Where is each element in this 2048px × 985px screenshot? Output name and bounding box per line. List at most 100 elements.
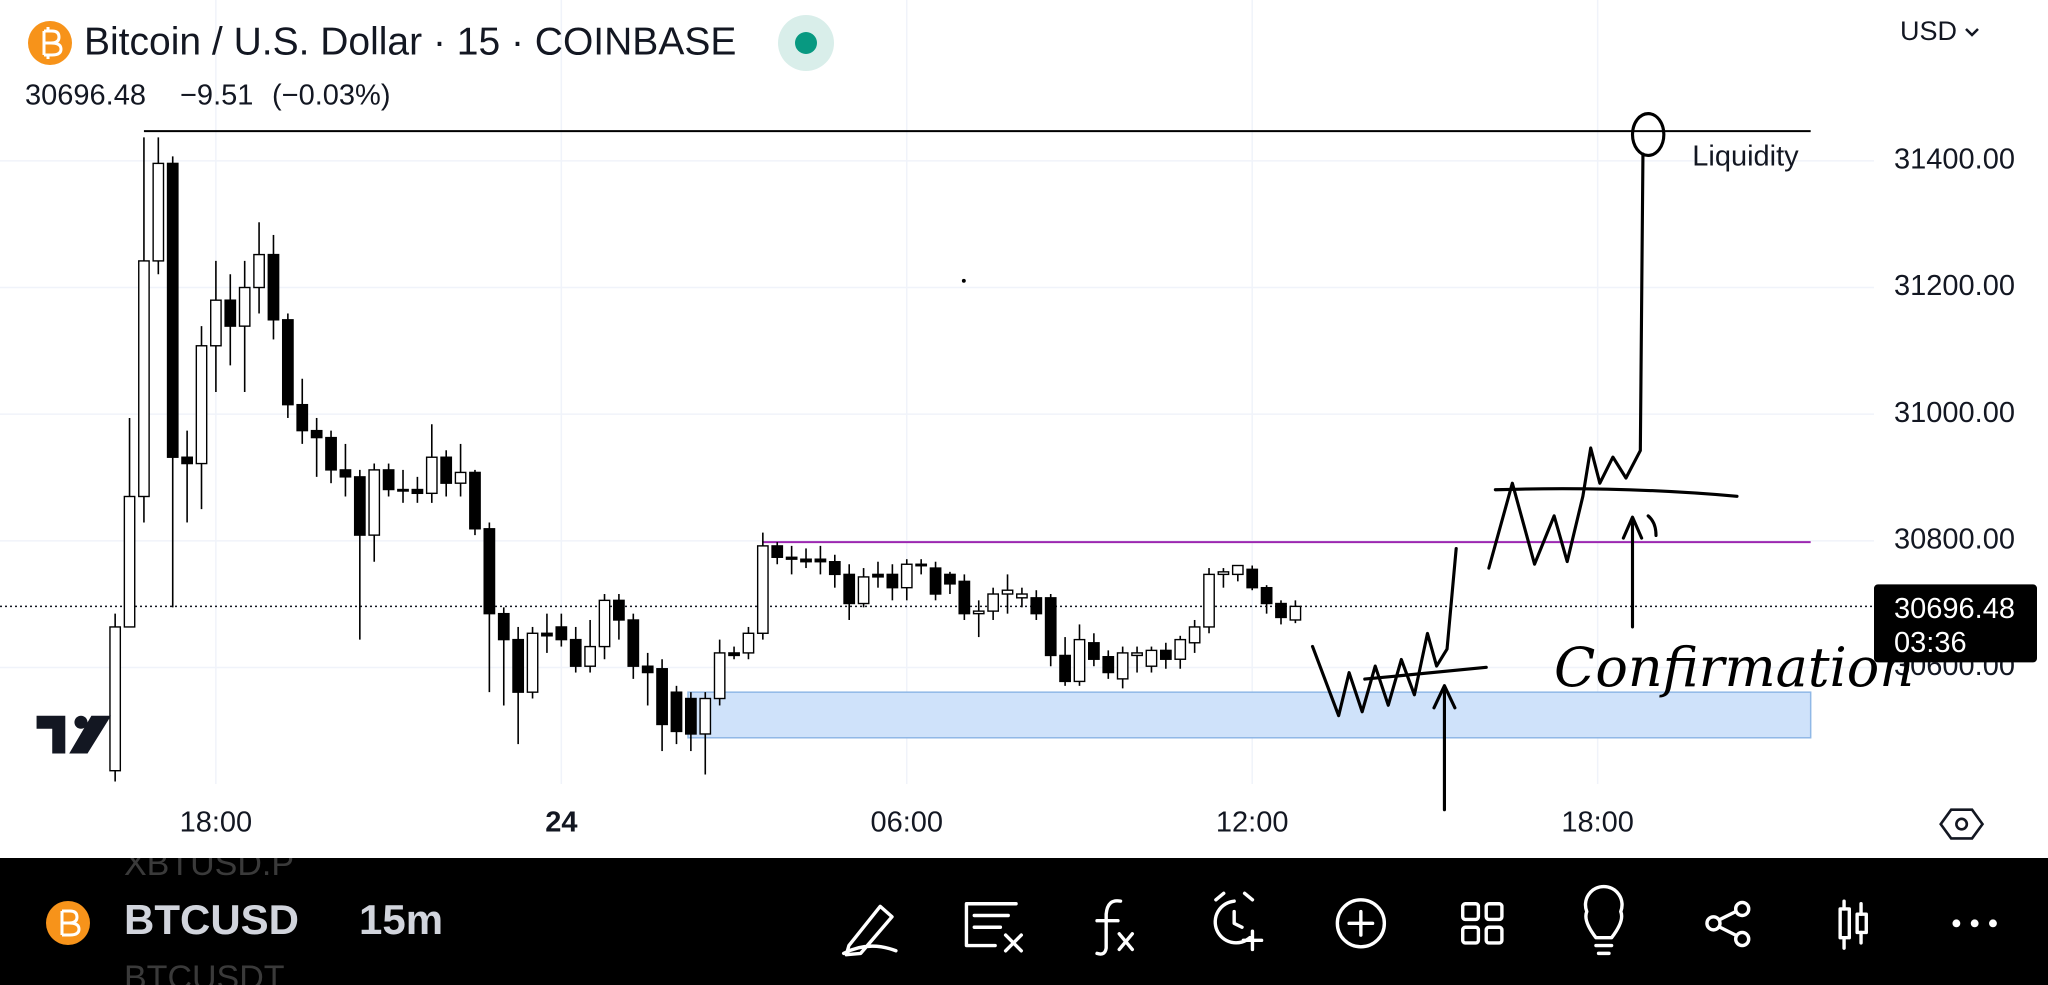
candle-body bbox=[1088, 642, 1100, 660]
toolbar-icons[interactable] bbox=[841, 884, 1997, 957]
x-tick-label: 18:00 bbox=[180, 807, 253, 839]
y-tick-label: 31200.00 bbox=[1894, 270, 2015, 302]
candle-body bbox=[1188, 626, 1201, 644]
candle-body bbox=[224, 299, 237, 327]
candle-body bbox=[555, 626, 568, 641]
candle-body bbox=[166, 162, 179, 458]
toolbar-interval[interactable]: 15m bbox=[359, 896, 443, 943]
candle-body bbox=[109, 626, 122, 772]
candle-body bbox=[1001, 589, 1014, 595]
candle-body bbox=[1116, 652, 1129, 680]
candle-body bbox=[828, 561, 841, 576]
currency-chevron bbox=[1965, 28, 1979, 37]
symbol-hint: BTCUSDT bbox=[124, 959, 285, 985]
candle-body bbox=[296, 403, 309, 432]
candle-body bbox=[771, 545, 784, 558]
candle-body bbox=[253, 253, 265, 289]
candle-body bbox=[310, 429, 323, 439]
candle-body bbox=[800, 558, 812, 563]
candle-body bbox=[785, 556, 798, 560]
candle-body bbox=[598, 599, 611, 648]
candle-body bbox=[814, 558, 827, 563]
candle-body bbox=[512, 638, 525, 693]
candle-body bbox=[339, 469, 352, 478]
candle-body bbox=[641, 665, 654, 674]
toolbar-symbol[interactable]: BTCUSD bbox=[124, 896, 299, 943]
candle-body bbox=[1016, 593, 1028, 599]
candle-body bbox=[699, 697, 712, 735]
candle-body bbox=[123, 495, 136, 628]
candle-body bbox=[138, 260, 150, 498]
candle-body bbox=[900, 563, 913, 589]
candle-body bbox=[670, 691, 683, 733]
candle-body bbox=[382, 469, 395, 491]
candle-body bbox=[440, 456, 453, 484]
drawing bbox=[36, 112, 1985, 840]
candle-body bbox=[541, 632, 553, 637]
candle-body bbox=[1159, 649, 1172, 660]
price-box-countdown: 03:36 bbox=[1894, 627, 1967, 659]
candle-body bbox=[267, 253, 280, 321]
candle-body bbox=[1231, 564, 1244, 576]
candle-body bbox=[411, 488, 424, 495]
candle-body bbox=[483, 528, 496, 615]
candle-body bbox=[857, 576, 870, 605]
candle-body bbox=[353, 476, 366, 536]
candle-body bbox=[728, 652, 740, 657]
last-price: 30696.48 bbox=[25, 80, 146, 112]
candle-body bbox=[684, 697, 697, 735]
candle-body bbox=[325, 436, 337, 471]
candle-body bbox=[497, 612, 510, 641]
candle-body bbox=[425, 456, 438, 495]
market-status-dot bbox=[795, 32, 817, 54]
price-change: −9.51 bbox=[180, 80, 253, 112]
candle-body bbox=[756, 545, 769, 634]
candle-body bbox=[152, 162, 165, 262]
candle-body bbox=[1102, 656, 1115, 674]
candle-body bbox=[1203, 573, 1215, 628]
y-tick-label: 31400.00 bbox=[1894, 144, 2015, 176]
y-tick-label: 30800.00 bbox=[1894, 523, 2015, 555]
price-box-value: 30696.48 bbox=[1894, 593, 2015, 625]
candle-body bbox=[987, 593, 1000, 612]
candle-body bbox=[1059, 654, 1071, 683]
x-tick-label: 06:00 bbox=[870, 807, 943, 839]
candle-body bbox=[656, 668, 668, 726]
candle-body bbox=[469, 471, 481, 530]
coin-glyph bbox=[60, 909, 81, 937]
candle-body bbox=[195, 345, 208, 465]
candle-body bbox=[843, 573, 856, 605]
candle-body bbox=[368, 469, 381, 536]
candle-body bbox=[915, 563, 928, 567]
candle-body bbox=[584, 645, 597, 667]
candle-body bbox=[1260, 586, 1273, 605]
candle-body bbox=[181, 456, 193, 465]
symbol-hint: XBTUSD.P bbox=[124, 845, 294, 883]
candle-body bbox=[972, 610, 985, 615]
candle-body bbox=[1044, 597, 1057, 657]
candle-body bbox=[1174, 638, 1187, 660]
candle-body bbox=[944, 573, 956, 585]
candle-body bbox=[613, 599, 625, 621]
symbol-title: Bitcoin / U.S. Dollar · 15 · COINBASE bbox=[84, 20, 736, 63]
candle-body bbox=[1289, 605, 1302, 621]
candle-body bbox=[742, 632, 755, 654]
candle-body bbox=[958, 580, 971, 615]
candle-body bbox=[1131, 652, 1143, 657]
candle-body bbox=[569, 638, 582, 667]
candle-body bbox=[872, 573, 884, 578]
candle-body bbox=[526, 632, 539, 693]
toolbar bbox=[0, 858, 2048, 985]
currency-select[interactable]: USD bbox=[1900, 16, 1957, 46]
candle-body bbox=[1073, 638, 1086, 683]
candle-body bbox=[886, 573, 899, 589]
candle-body bbox=[397, 488, 409, 492]
demand-zone bbox=[687, 691, 1812, 739]
candle-body bbox=[454, 471, 467, 484]
plot: 30600.0030800.0031000.0031200.0031400.00… bbox=[0, 0, 2015, 839]
candle-body bbox=[627, 619, 640, 667]
candle-body bbox=[238, 286, 251, 327]
level-label: Liquidity bbox=[1692, 141, 1799, 173]
price-change-pct: (−0.03%) bbox=[272, 80, 390, 112]
